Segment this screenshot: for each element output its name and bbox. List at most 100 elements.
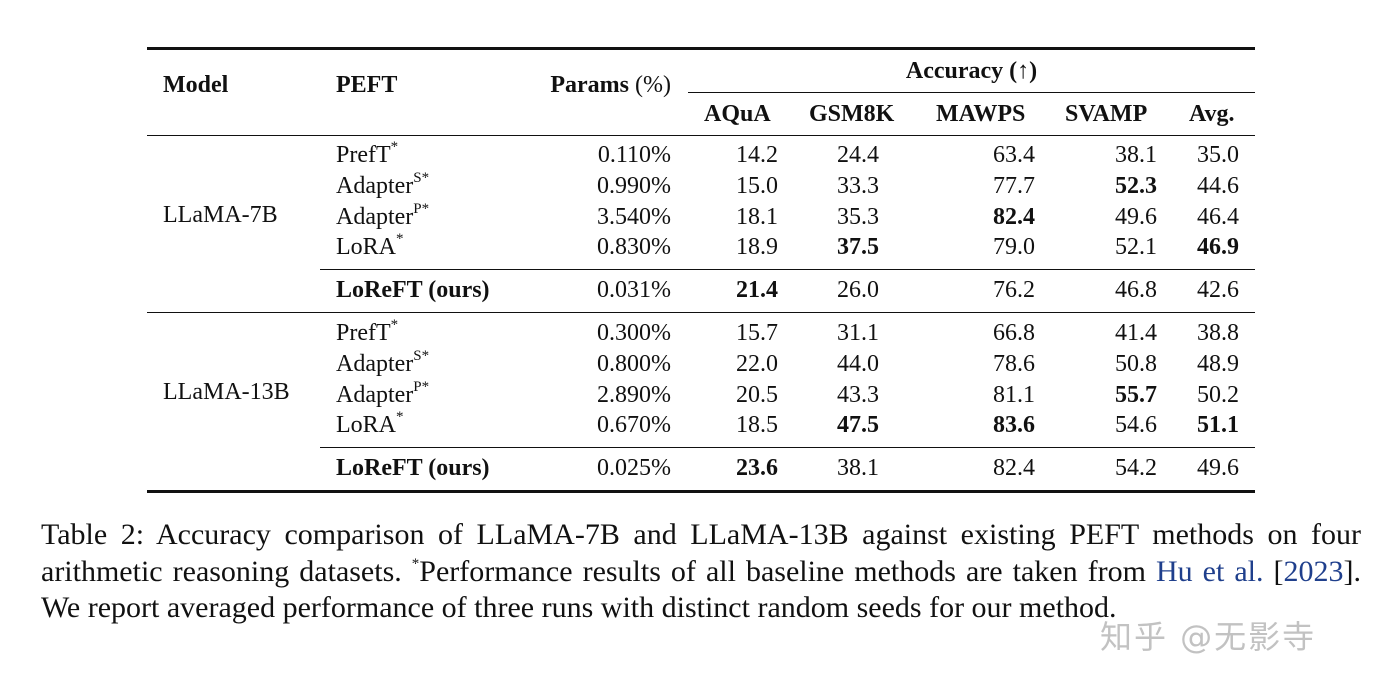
citation-year-link[interactable]: 2023 xyxy=(1283,554,1344,588)
citation-bracket-open: [ xyxy=(1273,554,1284,588)
method-name: LoRA* xyxy=(336,410,404,440)
col-header-avg: Avg. xyxy=(1189,101,1235,127)
accuracy-value: 51.1 xyxy=(1197,412,1239,438)
accuracy-value: 42.6 xyxy=(1197,277,1239,303)
params-value: 0.670% xyxy=(597,412,671,438)
accuracy-value: 66.8 xyxy=(993,320,1035,346)
bottom-rule xyxy=(147,490,1255,493)
method-name: PrefT* xyxy=(336,318,398,348)
params-value: 0.031% xyxy=(597,277,671,303)
method-superscript: * xyxy=(396,231,404,247)
accuracy-value: 18.1 xyxy=(736,204,778,230)
accuracy-value: 21.4 xyxy=(736,277,778,303)
method-superscript: * xyxy=(396,409,404,425)
method-label: Adapter xyxy=(336,173,414,199)
accuracy-value: 54.2 xyxy=(1115,455,1157,481)
caption-star: * xyxy=(411,555,420,572)
header-params: Params (%) xyxy=(527,70,671,100)
method-superscript: S* xyxy=(413,348,430,364)
model-llama-7b: LLaMA-7B xyxy=(163,202,278,228)
method-name-ours: LoReFT (ours) xyxy=(336,453,490,483)
header-params-unit: (%) xyxy=(635,72,671,98)
method-superscript: * xyxy=(390,317,399,333)
caption-text-1: Accuracy comparison of LLaMA-7B and LLaM… xyxy=(41,518,1361,588)
accuracy-value: 50.8 xyxy=(1115,351,1157,377)
method-name: AdapterS* xyxy=(336,171,429,201)
accuracy-value: 49.6 xyxy=(1115,204,1157,230)
method-name: LoRA* xyxy=(336,232,404,262)
accuracy-value: 35.0 xyxy=(1197,142,1239,168)
col-header-aqua: AQuA xyxy=(704,101,771,127)
watermark: 知乎 @无影寺 xyxy=(1100,618,1317,656)
accuracy-value: 20.5 xyxy=(736,382,778,408)
caption-text-2: Performance results of all baseline meth… xyxy=(419,554,1146,588)
model-llama-13b: LLaMA-13B xyxy=(163,379,290,405)
accuracy-value: 38.1 xyxy=(837,455,879,481)
params-value: 0.110% xyxy=(597,142,671,168)
accuracy-value: 77.7 xyxy=(993,173,1035,199)
accuracy-value: 15.7 xyxy=(736,320,778,346)
accuracy-value: 48.9 xyxy=(1197,351,1239,377)
accuracy-value: 24.4 xyxy=(837,142,879,168)
method-label: PrefT xyxy=(336,320,391,346)
params-value: 0.025% xyxy=(597,455,671,481)
accuracy-value: 22.0 xyxy=(736,351,778,377)
citation-bracket-close: ] xyxy=(1343,554,1354,588)
method-label: LoRA xyxy=(336,412,396,438)
accuracy-value: 14.2 xyxy=(736,142,778,168)
accuracy-value: 46.8 xyxy=(1115,277,1157,303)
method-label: LoReFT (ours) xyxy=(336,455,490,481)
accuracy-value: 44.6 xyxy=(1197,173,1239,199)
accuracy-value: 18.5 xyxy=(736,412,778,438)
params-value: 0.800% xyxy=(597,351,671,377)
accuracy-value: 44.0 xyxy=(837,351,879,377)
accuracy-value: 82.4 xyxy=(993,204,1035,230)
accuracy-value: 15.0 xyxy=(736,173,778,199)
method-label: Adapter xyxy=(336,382,414,408)
header-accuracy: Accuracy (↑) xyxy=(905,58,1038,84)
accuracy-value: 31.1 xyxy=(837,320,879,346)
accuracy-value: 63.4 xyxy=(993,142,1035,168)
accuracy-value: 83.6 xyxy=(993,412,1035,438)
accuracy-value: 52.1 xyxy=(1115,234,1157,260)
accuracy-value: 33.3 xyxy=(837,173,879,199)
col-header-svamp: SVAMP xyxy=(1065,101,1148,127)
col-header-gsm8k: GSM8K xyxy=(809,101,895,127)
accuracy-underline xyxy=(688,92,1255,93)
accuracy-value: 81.1 xyxy=(993,382,1035,408)
params-value: 0.990% xyxy=(597,173,671,199)
method-superscript: S* xyxy=(413,170,430,186)
method-label: LoReFT (ours) xyxy=(336,277,490,303)
accuracy-value: 41.4 xyxy=(1115,320,1157,346)
caption-text-3: . We report averaged performance of thre… xyxy=(41,554,1362,625)
top-rule xyxy=(147,47,1255,50)
accuracy-value: 52.3 xyxy=(1115,173,1157,199)
accuracy-value: 46.9 xyxy=(1197,234,1239,260)
accuracy-value: 79.0 xyxy=(993,234,1035,260)
method-label: Adapter xyxy=(336,204,414,230)
params-value: 0.830% xyxy=(597,234,671,260)
header-bottom-rule xyxy=(147,135,1255,136)
accuracy-value: 35.3 xyxy=(837,204,879,230)
method-name: AdapterP* xyxy=(336,380,429,410)
method-name: AdapterP* xyxy=(336,202,429,232)
accuracy-value: 23.6 xyxy=(736,455,778,481)
accuracy-value: 54.6 xyxy=(1115,412,1157,438)
params-value: 2.890% xyxy=(597,382,671,408)
ours-divider-13b xyxy=(320,447,1255,448)
accuracy-value: 46.4 xyxy=(1197,204,1239,230)
accuracy-value: 82.4 xyxy=(993,455,1035,481)
method-label: Adapter xyxy=(336,351,414,377)
header-peft: PEFT xyxy=(336,72,398,98)
method-name: AdapterS* xyxy=(336,349,429,379)
params-value: 3.540% xyxy=(597,204,671,230)
accuracy-value: 47.5 xyxy=(837,412,879,438)
group-divider xyxy=(147,312,1255,313)
header-model: Model xyxy=(163,72,229,98)
table-caption: Table 2: Accuracy comparison of LLaMA-7B… xyxy=(41,517,1361,627)
accuracy-value: 43.3 xyxy=(837,382,879,408)
method-superscript: P* xyxy=(413,201,430,217)
method-name-ours: LoReFT (ours) xyxy=(336,275,490,305)
citation-authors-link[interactable]: Hu et al. xyxy=(1155,554,1264,588)
params-value: 0.300% xyxy=(597,320,671,346)
